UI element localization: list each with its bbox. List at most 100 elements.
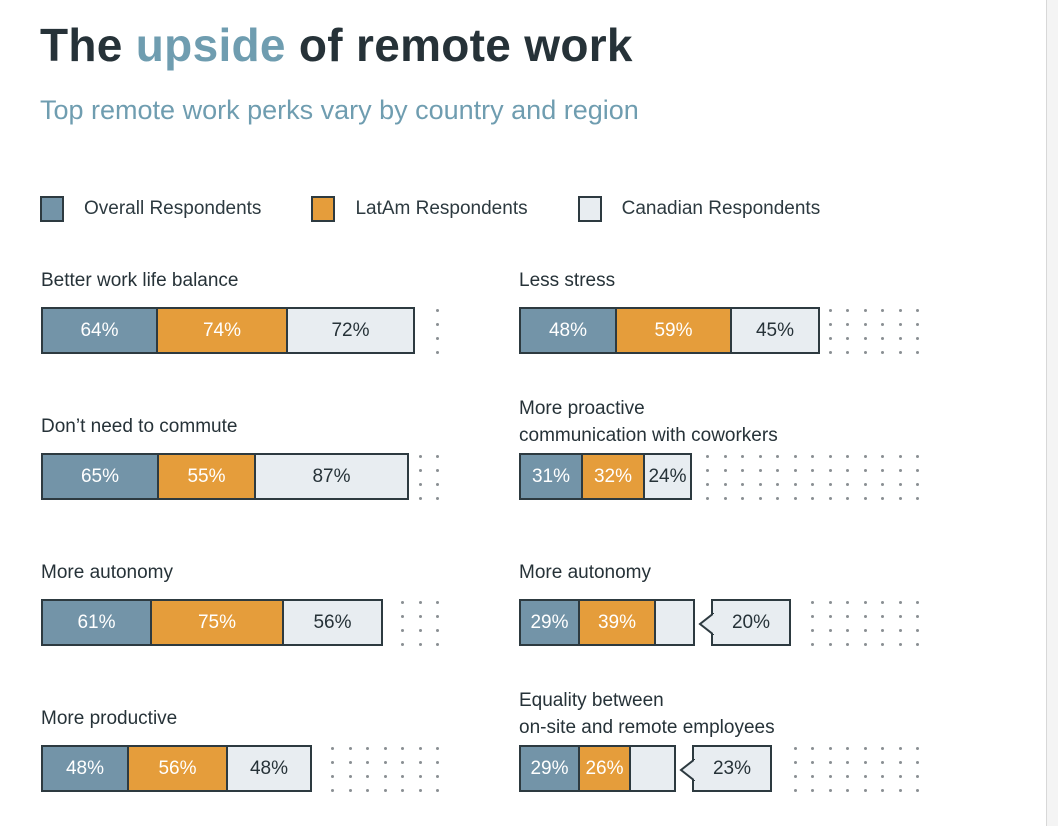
decorative-dot <box>776 455 779 458</box>
decorative-dot <box>899 337 902 340</box>
decorative-dot <box>794 761 797 764</box>
decorative-dot <box>811 747 814 750</box>
decorative-dot <box>899 643 902 646</box>
decorative-dot <box>419 469 422 472</box>
decorative-dot <box>829 483 832 486</box>
decorative-dot <box>349 761 352 764</box>
decorative-dot <box>881 455 884 458</box>
decorative-dot <box>916 643 919 646</box>
decorative-dot <box>846 629 849 632</box>
decorative-dot <box>436 615 439 618</box>
decorative-dot <box>916 323 919 326</box>
decorative-dot <box>759 469 762 472</box>
decorative-dot <box>881 309 884 312</box>
decorative-dot <box>759 483 762 486</box>
decorative-dot <box>419 629 422 632</box>
decorative-dot <box>899 323 902 326</box>
decorative-dot <box>899 775 902 778</box>
bar-latam: 55% <box>157 455 254 498</box>
bar-canadian: 45% <box>730 309 818 352</box>
decorative-dot <box>794 497 797 500</box>
bar-latam: 74% <box>156 309 286 352</box>
decorative-dot <box>899 483 902 486</box>
callout-value: 20% <box>731 611 771 633</box>
decorative-dot <box>366 789 369 792</box>
decorative-dot <box>916 601 919 604</box>
decorative-dot <box>881 469 884 472</box>
decorative-dot <box>916 775 919 778</box>
decorative-dot <box>776 483 779 486</box>
page-subtitle: Top remote work perks vary by country an… <box>40 95 639 125</box>
decorative-dot <box>881 629 884 632</box>
decorative-dot <box>436 775 439 778</box>
decorative-dot <box>846 789 849 792</box>
decorative-dot <box>349 775 352 778</box>
decorative-dot <box>846 615 849 618</box>
decorative-dot <box>881 483 884 486</box>
decorative-dot <box>811 601 814 604</box>
decorative-dot <box>864 643 867 646</box>
decorative-dot <box>706 469 709 472</box>
scrollbar-edge <box>1046 0 1058 826</box>
bar-overall: 65% <box>43 455 157 498</box>
decorative-dot <box>846 601 849 604</box>
bar-canadian: 48% <box>226 747 310 790</box>
decorative-dot <box>916 483 919 486</box>
decorative-dot <box>436 747 439 750</box>
decorative-dot <box>419 455 422 458</box>
decorative-dot <box>829 351 832 354</box>
decorative-dot <box>916 629 919 632</box>
decorative-dot <box>401 775 404 778</box>
decorative-dot <box>864 337 867 340</box>
panel-label: More proactive communication with cowork… <box>519 398 778 446</box>
decorative-dot <box>419 789 422 792</box>
decorative-dot <box>706 483 709 486</box>
decorative-dot <box>759 497 762 500</box>
decorative-dot <box>864 323 867 326</box>
decorative-dot <box>811 789 814 792</box>
stacked-bar: 65% 55% 87% <box>41 453 409 500</box>
panel-label: Less stress <box>519 270 616 291</box>
decorative-dot <box>829 309 832 312</box>
stacked-bar: 61% 75% 56% <box>41 599 383 646</box>
decorative-dot <box>401 643 404 646</box>
decorative-dot <box>331 775 334 778</box>
decorative-dot <box>916 469 919 472</box>
decorative-dot <box>829 323 832 326</box>
decorative-dot <box>864 789 867 792</box>
decorative-dot <box>401 789 404 792</box>
decorative-dot <box>724 469 727 472</box>
decorative-dot <box>436 323 439 326</box>
decorative-dot <box>741 483 744 486</box>
decorative-dot <box>384 789 387 792</box>
decorative-dot <box>864 775 867 778</box>
decorative-dot <box>829 629 832 632</box>
decorative-dot <box>846 747 849 750</box>
decorative-dot <box>829 789 832 792</box>
decorative-dot <box>881 601 884 604</box>
bar-canadian: 72% <box>286 309 413 352</box>
panel-label: More autonomy <box>41 562 174 583</box>
decorative-dot <box>864 469 867 472</box>
decorative-dot <box>899 629 902 632</box>
decorative-dot <box>436 469 439 472</box>
bar-overall: 29% <box>521 747 578 790</box>
bar-canadian <box>654 601 693 644</box>
decorative-dot <box>829 615 832 618</box>
decorative-dot <box>436 497 439 500</box>
decorative-dot <box>794 469 797 472</box>
decorative-dot <box>829 497 832 500</box>
decorative-dot <box>436 761 439 764</box>
bar-overall: 31% <box>521 455 581 498</box>
decorative-dot <box>846 323 849 326</box>
decorative-dot <box>881 497 884 500</box>
decorative-dot <box>899 761 902 764</box>
bar-latam: 56% <box>127 747 226 790</box>
decorative-dot <box>384 747 387 750</box>
decorative-dot <box>899 351 902 354</box>
decorative-dot <box>811 455 814 458</box>
decorative-dot <box>916 497 919 500</box>
decorative-dot <box>864 455 867 458</box>
decorative-dot <box>829 601 832 604</box>
callout-value: 23% <box>712 757 752 779</box>
